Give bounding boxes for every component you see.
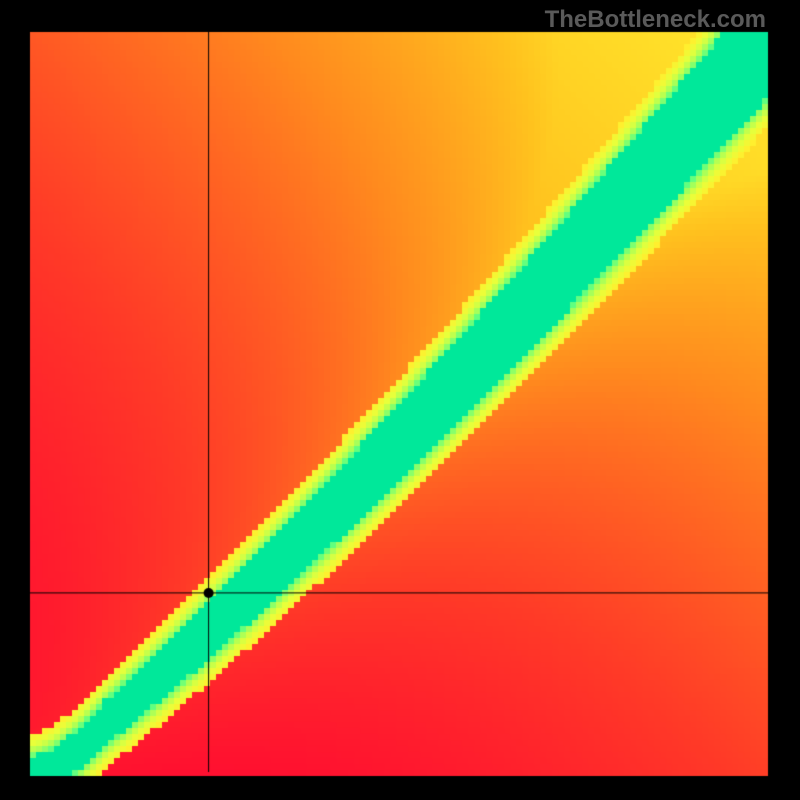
- bottleneck-heatmap: [0, 0, 800, 800]
- watermark-text: TheBottleneck.com: [545, 6, 766, 34]
